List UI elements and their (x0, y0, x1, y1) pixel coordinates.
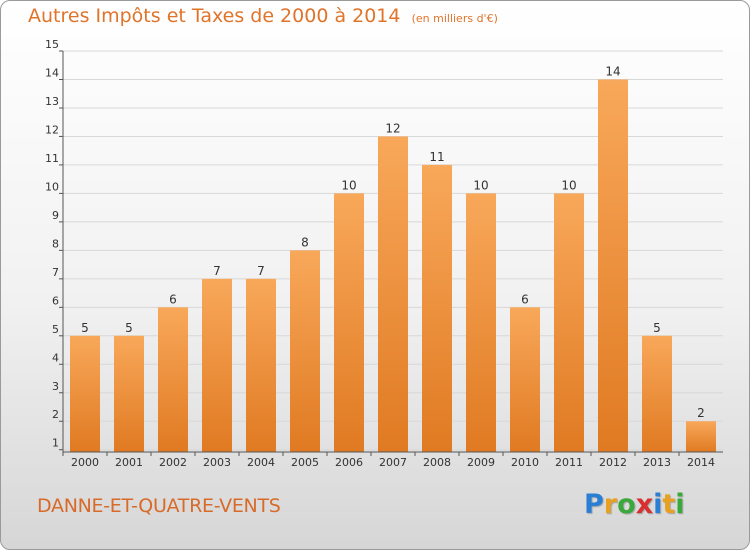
logo-letter: i (675, 489, 685, 520)
y-tick-label: 10 (45, 180, 59, 193)
data-label: 14 (605, 64, 620, 78)
bar (70, 335, 100, 452)
x-tick-label: 2005 (291, 456, 319, 469)
data-label: 8 (301, 235, 309, 249)
bar (290, 250, 320, 452)
bar (642, 335, 672, 452)
x-tick-label: 2002 (159, 456, 187, 469)
x-tick-label: 2001 (115, 456, 143, 469)
x-tick-label: 2000 (71, 456, 99, 469)
y-tick-label: 4 (52, 351, 59, 364)
x-tick-label: 2007 (379, 456, 407, 469)
data-label: 10 (473, 178, 488, 192)
y-tick-label: 14 (45, 66, 59, 79)
y-tick-label: 5 (52, 323, 59, 336)
data-label: 10 (561, 178, 576, 192)
data-label: 10 (341, 178, 356, 192)
y-tick-label: 8 (52, 237, 59, 250)
labels: 1234567891011121314155200052001620027200… (45, 38, 715, 469)
y-tick-label: 2 (52, 408, 59, 421)
bar (378, 136, 408, 452)
y-tick-label: 11 (45, 152, 59, 165)
y-tick-label: 7 (52, 266, 59, 279)
x-tick-label: 2003 (203, 456, 231, 469)
y-tick-label: 6 (52, 294, 59, 307)
logo-letter: i (653, 489, 663, 520)
logo-letter: P (584, 489, 604, 520)
bar (202, 278, 232, 452)
bar (114, 335, 144, 452)
x-tick-label: 2004 (247, 456, 275, 469)
logo-letter: r (603, 489, 618, 520)
x-tick-label: 2012 (599, 456, 627, 469)
bar (554, 193, 584, 452)
bar (686, 421, 716, 452)
logo-letter: t (662, 489, 676, 520)
y-tick-label: 1 (52, 437, 59, 450)
title-row: Autres Impôts et Taxes de 2000 à 2014 (e… (28, 5, 498, 27)
chart-units: (en milliers d'€) (411, 12, 498, 25)
x-tick-label: 2011 (555, 456, 583, 469)
y-tick-label: 9 (52, 209, 59, 222)
bar (422, 164, 452, 452)
y-tick-label: 13 (45, 95, 59, 108)
data-label: 7 (257, 264, 265, 278)
logo-letter: o (617, 489, 636, 520)
proxiti-logo: Proxiti (584, 489, 685, 520)
bar (158, 307, 188, 452)
chart-title: Autres Impôts et Taxes de 2000 à 2014 (28, 5, 401, 27)
x-tick-label: 2009 (467, 456, 495, 469)
bar (510, 307, 540, 452)
bar (334, 193, 364, 452)
commune-name: DANNE-ET-QUATRE-VENTS (37, 495, 281, 517)
x-tick-label: 2006 (335, 456, 363, 469)
axes (59, 50, 723, 456)
x-tick-label: 2008 (423, 456, 451, 469)
y-tick-label: 15 (45, 38, 59, 51)
x-tick-label: 2013 (643, 456, 671, 469)
data-label: 5 (653, 321, 661, 335)
data-label: 11 (429, 150, 444, 164)
y-tick-label: 3 (52, 380, 59, 393)
x-tick-label: 2010 (511, 456, 539, 469)
y-tick-label: 12 (45, 123, 59, 136)
data-label: 5 (125, 321, 133, 335)
bar (598, 79, 628, 453)
data-label: 5 (81, 321, 89, 335)
bar (466, 193, 496, 452)
data-label: 6 (521, 292, 529, 306)
logo-letter: x (635, 489, 654, 520)
data-label: 12 (385, 121, 400, 135)
data-label: 6 (169, 292, 177, 306)
bar (246, 278, 276, 452)
x-tick-label: 2014 (687, 456, 715, 469)
data-label: 2 (697, 406, 705, 420)
data-label: 7 (213, 264, 221, 278)
bars (70, 79, 716, 453)
